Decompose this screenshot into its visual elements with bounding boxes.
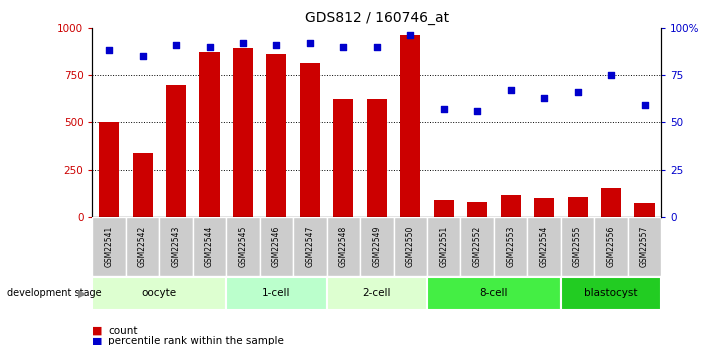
Text: 2-cell: 2-cell <box>363 288 391 298</box>
Bar <box>594 217 628 276</box>
Text: GSM22551: GSM22551 <box>439 226 448 267</box>
Text: GSM22555: GSM22555 <box>573 226 582 267</box>
Bar <box>326 217 360 276</box>
Text: GSM22548: GSM22548 <box>339 226 348 267</box>
Text: GSM22542: GSM22542 <box>138 226 147 267</box>
Text: GSM22556: GSM22556 <box>606 226 616 267</box>
Bar <box>367 99 387 217</box>
Bar <box>427 277 561 310</box>
Text: ■: ■ <box>92 336 103 345</box>
Text: count: count <box>108 326 137 336</box>
Point <box>538 95 550 100</box>
Point <box>471 108 483 114</box>
Bar <box>567 197 587 217</box>
Text: development stage: development stage <box>7 288 102 298</box>
Bar <box>233 48 253 217</box>
Bar <box>159 217 193 276</box>
Text: GSM22546: GSM22546 <box>272 226 281 267</box>
Bar <box>434 200 454 217</box>
Bar <box>561 277 661 310</box>
Point <box>405 32 416 38</box>
Text: GSM22547: GSM22547 <box>306 226 314 267</box>
Point <box>204 44 215 49</box>
Bar <box>200 52 220 217</box>
Bar <box>126 217 159 276</box>
Bar <box>226 277 326 310</box>
Text: ▶: ▶ <box>77 288 86 298</box>
Text: oocyte: oocyte <box>141 288 177 298</box>
Point <box>438 106 449 112</box>
Bar <box>628 217 661 276</box>
Bar <box>326 277 427 310</box>
Bar <box>360 217 394 276</box>
Point <box>137 53 149 59</box>
Bar <box>193 217 226 276</box>
Point <box>572 89 583 95</box>
Bar <box>333 99 353 217</box>
Bar <box>601 188 621 217</box>
Bar <box>92 217 126 276</box>
Bar <box>293 217 326 276</box>
Point <box>371 44 383 49</box>
Text: GSM22557: GSM22557 <box>640 226 649 267</box>
Text: ■: ■ <box>92 326 103 336</box>
Bar <box>394 217 427 276</box>
Bar <box>260 217 293 276</box>
Bar <box>300 63 320 217</box>
Point <box>338 44 349 49</box>
Text: GSM22545: GSM22545 <box>238 226 247 267</box>
Bar <box>166 85 186 217</box>
Point <box>505 87 516 93</box>
Bar <box>99 122 119 217</box>
Point <box>304 40 316 46</box>
Text: GSM22543: GSM22543 <box>171 226 181 267</box>
Bar <box>528 217 561 276</box>
Point <box>237 40 249 46</box>
Point <box>104 48 115 53</box>
Text: GSM22541: GSM22541 <box>105 226 114 267</box>
Bar <box>92 277 226 310</box>
Bar <box>427 217 461 276</box>
Bar <box>467 202 487 217</box>
Text: 1-cell: 1-cell <box>262 288 291 298</box>
Text: percentile rank within the sample: percentile rank within the sample <box>108 336 284 345</box>
Point <box>171 42 182 47</box>
Bar <box>634 203 655 217</box>
Text: GSM22553: GSM22553 <box>506 226 515 267</box>
Bar <box>400 35 420 217</box>
Point <box>605 72 616 78</box>
Text: GSM22544: GSM22544 <box>205 226 214 267</box>
Text: GSM22554: GSM22554 <box>540 226 549 267</box>
Text: GSM22550: GSM22550 <box>406 226 415 267</box>
Bar <box>132 153 153 217</box>
Bar <box>226 217 260 276</box>
Point <box>638 102 650 108</box>
Bar <box>461 217 494 276</box>
Point <box>271 42 282 47</box>
Text: GSM22552: GSM22552 <box>473 226 482 267</box>
Bar <box>501 195 520 217</box>
Bar <box>267 54 287 217</box>
Bar <box>494 217 528 276</box>
Text: blastocyst: blastocyst <box>584 288 638 298</box>
Title: GDS812 / 160746_at: GDS812 / 160746_at <box>305 11 449 25</box>
Bar <box>534 198 554 217</box>
Text: GSM22549: GSM22549 <box>373 226 381 267</box>
Bar <box>561 217 594 276</box>
Text: 8-cell: 8-cell <box>480 288 508 298</box>
